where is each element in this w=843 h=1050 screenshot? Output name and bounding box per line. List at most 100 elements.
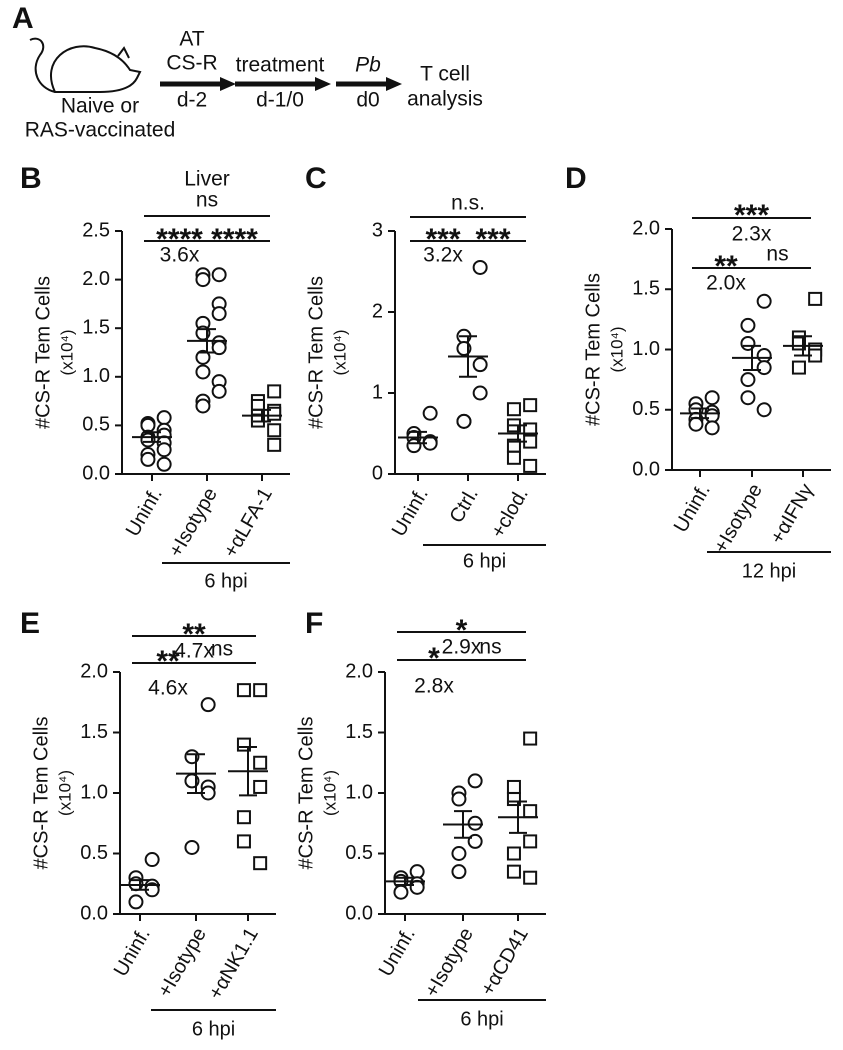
y-axis-unit: (x10⁴)	[330, 329, 349, 375]
x-tick-label: +clod.	[487, 484, 533, 542]
data-point	[740, 317, 756, 333]
significance-label: ***	[734, 199, 769, 232]
x-tick-label: +Isotype	[165, 484, 222, 561]
data-point	[140, 451, 156, 467]
step-text: Pb	[355, 54, 381, 77]
data-point	[756, 360, 772, 376]
timepoint-label: 6 hpi	[204, 570, 247, 592]
data-point	[236, 683, 251, 698]
data-point	[422, 405, 438, 421]
y-tick-label: 1.5	[632, 278, 660, 300]
y-tick-label: 2.0	[80, 660, 108, 682]
y-tick-label: 3	[372, 219, 383, 241]
significance-label: ns	[211, 638, 233, 661]
data-point	[267, 384, 282, 399]
fold-change: 3.2x	[423, 244, 463, 267]
data-point	[756, 402, 772, 418]
y-tick-label: 0.5	[82, 414, 110, 436]
data-point	[740, 390, 756, 406]
start-text: Naive or	[61, 95, 139, 118]
data-point	[523, 870, 538, 885]
sem-bar	[454, 810, 472, 839]
data-point	[236, 834, 251, 849]
data-point	[506, 864, 521, 879]
data-point	[472, 259, 488, 275]
data-point	[156, 456, 172, 472]
panel-label: F	[305, 607, 323, 640]
panel-label: E	[20, 607, 40, 640]
timepoint-label: 12 hpi	[742, 560, 797, 582]
data-point	[156, 442, 172, 458]
x-tick-label: +αNK1.1	[204, 924, 262, 1003]
data-point	[756, 348, 772, 364]
data-point	[451, 864, 467, 880]
data-point	[506, 779, 521, 794]
panel: F #CS-R Tem Cells (x10⁴) 0.0 0.5 1.0 1.5 2.0 Uni…	[295, 607, 546, 1030]
panel: D #CS-R Tem Cells (x10⁴) 0.0 0.5 1.0 1.5 2.0 Uni…	[565, 162, 831, 582]
y-tick-label: 1.5	[345, 721, 373, 743]
step-text: CS-R	[166, 52, 217, 75]
schematic: A Naive or RAS-vaccinated AT CS-R d-2 tr…	[12, 2, 483, 142]
y-tick-label: 2.5	[82, 219, 110, 241]
sem-bar	[143, 431, 161, 443]
data-point	[523, 398, 538, 413]
sem-bar	[409, 430, 427, 445]
data-point	[144, 852, 160, 868]
data-point	[467, 773, 483, 789]
data-point	[523, 834, 538, 849]
data-point	[472, 357, 488, 373]
data-point	[253, 856, 268, 871]
end-text: T cell	[420, 63, 470, 86]
sem-bar	[691, 407, 709, 420]
y-tick-label: 1	[372, 381, 383, 403]
significance-label: ****	[211, 223, 258, 256]
y-axis-label: #CS-R Tem Cells	[582, 273, 604, 426]
step-text: d0	[356, 89, 379, 112]
y-tick-label: 1.5	[80, 721, 108, 743]
y-tick-label: 1.5	[82, 316, 110, 338]
data-point	[456, 413, 472, 429]
significance-label: ****	[156, 223, 203, 256]
end-text: analysis	[407, 88, 483, 111]
x-tick-label: Uninf.	[110, 924, 155, 980]
sem-bar	[509, 800, 527, 834]
timepoint-label: 6 hpi	[460, 1008, 503, 1030]
data-point	[506, 450, 521, 465]
data-point	[740, 372, 756, 388]
data-point	[267, 406, 282, 421]
x-tick-label: Ctrl.	[446, 484, 483, 527]
y-axis-label: #CS-R Tem Cells	[30, 717, 52, 870]
significance-label: ns	[196, 189, 218, 212]
y-axis-label: #CS-R Tem Cells	[305, 276, 327, 429]
data-point	[704, 390, 720, 406]
sem-bar	[239, 746, 257, 797]
data-point	[791, 360, 806, 375]
data-point	[195, 349, 211, 365]
mouse	[29, 37, 142, 93]
y-axis-unit: (x10⁴)	[607, 326, 626, 372]
panel: E #CS-R Tem Cells (x10⁴) 0.0 0.5 1.0 1.5 2.0 Uni…	[20, 607, 276, 1040]
data-point	[128, 894, 144, 910]
timepoint-label: 6 hpi	[192, 1018, 235, 1040]
fold-change: 3.6x	[160, 244, 200, 267]
significance-label: n.s.	[451, 192, 485, 215]
x-tick-label: Uninf.	[122, 484, 167, 540]
arrows	[160, 77, 402, 91]
data-point	[253, 779, 268, 794]
y-axis-unit: (x10⁴)	[57, 329, 76, 375]
sem-bar	[253, 408, 271, 423]
timepoint-label: 6 hpi	[463, 550, 506, 572]
step-text: d-2	[177, 89, 207, 112]
x-tick-label: Uninf.	[670, 480, 715, 536]
x-tick-label: Uninf.	[388, 484, 433, 540]
sem-bar	[187, 753, 205, 794]
data-point	[211, 306, 227, 322]
y-tick-label: 2	[372, 300, 383, 322]
data-point	[472, 385, 488, 401]
data-point	[184, 839, 200, 855]
significance-label: **	[156, 645, 180, 678]
y-axis-unit: (x10⁴)	[55, 770, 74, 816]
data-point	[267, 423, 282, 438]
data-point	[523, 804, 538, 819]
